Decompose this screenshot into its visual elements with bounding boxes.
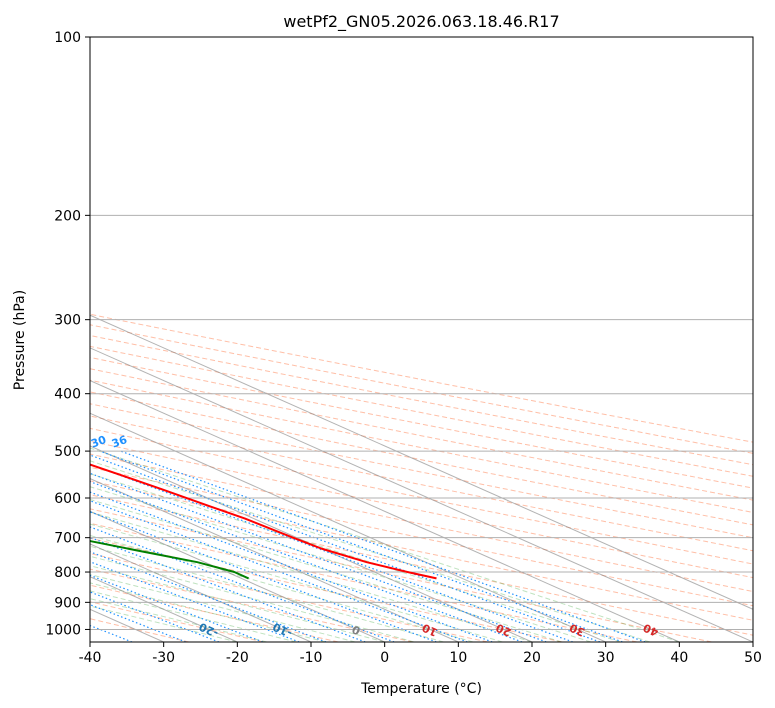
mixing-ratio-line (90, 526, 395, 642)
moist-adiabat (90, 590, 297, 642)
x-tick-label: -10 (300, 650, 323, 666)
mixing-ratio-line (90, 491, 493, 642)
dry-adiabat (90, 379, 753, 513)
moist-adiabat (90, 473, 621, 642)
x-axis-label: Temperature (°C) (360, 681, 482, 697)
isotherm-line (90, 314, 753, 610)
x-axis-ticks: -40 -30 -20 -10 0 10 20 30 40 50 (79, 642, 762, 666)
dry-adiabat (90, 522, 638, 642)
moist-adiabat (90, 598, 267, 642)
dry-adiabat (90, 415, 753, 552)
moist-adiabat (90, 545, 444, 642)
mixing-ratio-line (99, 450, 623, 642)
temperature-trace (90, 463, 437, 580)
dry-adiabat (90, 356, 753, 489)
sounding-traces (90, 463, 437, 580)
dry-adiabat (90, 494, 753, 636)
isotherm-line (90, 347, 753, 642)
x-tick-label: -40 (79, 650, 102, 666)
mixing-ratio-line (90, 536, 366, 642)
y-tick-label: 600 (54, 491, 81, 507)
y-tick-label: 700 (54, 531, 81, 547)
isotherm-line (90, 380, 680, 642)
isotherm-line (90, 445, 533, 642)
dry-adiabat (90, 427, 753, 565)
x-tick-label: -20 (226, 650, 249, 666)
x-tick-label: 0 (380, 650, 389, 666)
x-tick-label: -30 (152, 650, 175, 666)
mixing-ratio-line (90, 603, 187, 642)
mixing-ratio-line (90, 472, 547, 642)
mixing-ratio-line (90, 591, 220, 642)
y-tick-label: 800 (54, 565, 81, 581)
moist-adiabat (90, 498, 562, 642)
x-tick-label: 30 (597, 650, 615, 666)
isotherm-line (90, 478, 459, 642)
y-tick-label: 1000 (45, 622, 81, 638)
isotherm-label: 40 (641, 621, 661, 639)
mixing-ratio-line (120, 450, 646, 642)
background-lines (90, 313, 753, 642)
moist-adiabat (90, 460, 651, 642)
moist-adiabat (90, 511, 533, 642)
y-tick-label: 300 (54, 313, 81, 329)
isotherm-label: 30 (567, 621, 587, 639)
dry-adiabat (90, 568, 414, 642)
x-tick-label: 50 (744, 650, 762, 666)
mixing-ratio-line (90, 463, 574, 642)
isotherm-line (90, 510, 385, 642)
y-tick-label: 400 (54, 387, 81, 403)
isotherm-label: -30 (69, 596, 93, 616)
y-tick-label: 900 (54, 595, 81, 611)
moist-adiabat (90, 582, 326, 642)
moist-adiabat (90, 447, 680, 642)
dry-adiabat (90, 480, 753, 621)
pressure-gridlines (90, 37, 753, 630)
mixing-ratio-line (90, 481, 523, 642)
chart-title: wetPf2_GN05.2026.063.18.46.R17 (283, 12, 559, 32)
y-axis-ticks: 100 200 300 400 500 600 700 800 900 1000 (45, 30, 90, 638)
moist-adiabat (90, 565, 385, 642)
isotherm-label: 10 (420, 621, 440, 639)
moist-adiabat (90, 534, 474, 642)
mixing-ratio-label: 36 (110, 433, 129, 451)
dry-adiabat (90, 403, 753, 539)
y-tick-label: 500 (54, 444, 81, 460)
mixing-ratio-labels: 0.10.20.40.611.52346810131620253036 (89, 433, 129, 451)
dry-adiabat (90, 552, 488, 642)
isotherm-line (90, 412, 606, 642)
y-tick-label: 100 (54, 30, 81, 46)
x-tick-label: 10 (449, 650, 467, 666)
x-tick-label: 20 (523, 650, 541, 666)
dry-adiabat (90, 440, 753, 579)
y-axis-label: Pressure (hPa) (12, 290, 28, 390)
plot-frame (89, 36, 754, 643)
x-tick-label: 40 (670, 650, 688, 666)
mixing-ratio-label: 30 (89, 433, 108, 451)
mixing-ratio-line (90, 574, 264, 642)
mixing-ratio-line (90, 454, 601, 642)
y-tick-label: 200 (54, 208, 81, 224)
isotherm-label: 20 (494, 621, 514, 639)
dry-adiabat (90, 466, 753, 607)
